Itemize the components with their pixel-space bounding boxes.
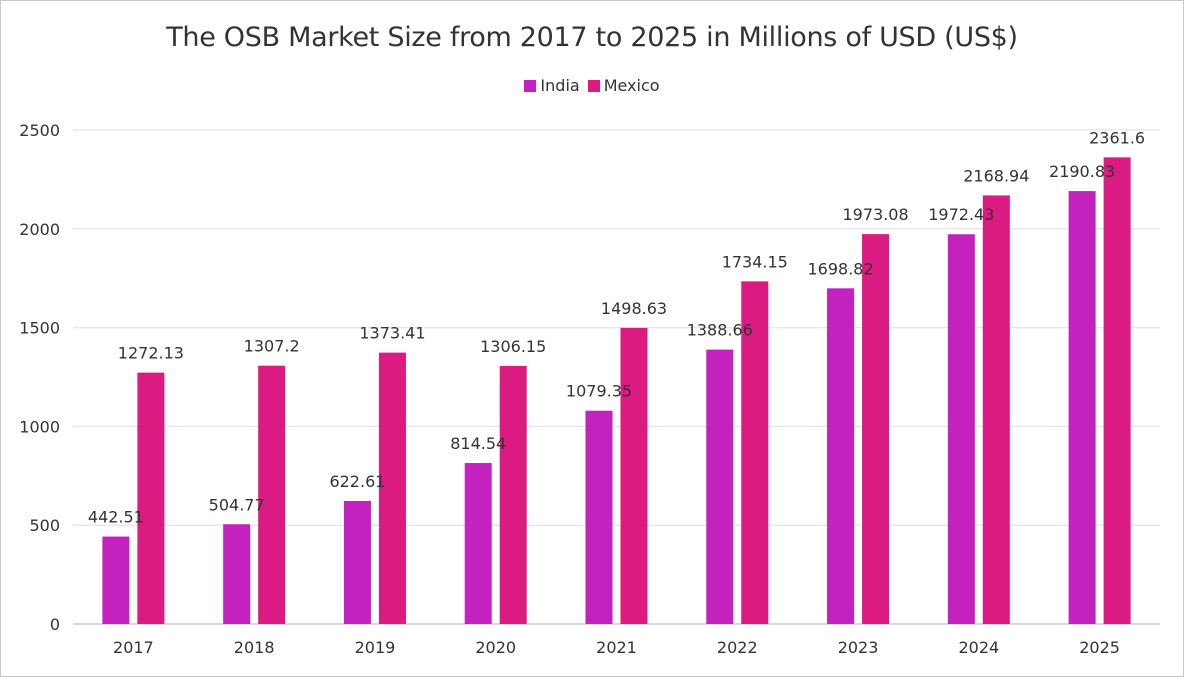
data-label-mexico: 1306.15	[480, 337, 546, 356]
legend-label-mexico: Mexico	[603, 76, 660, 95]
x-tick-label: 2018	[234, 638, 275, 657]
legend-item-mexico[interactable]: Mexico	[587, 76, 660, 95]
data-label-india: 2190.83	[1049, 162, 1115, 181]
bar-india	[464, 463, 492, 624]
x-tick-label: 2023	[838, 638, 879, 657]
bar-india	[1068, 191, 1096, 625]
y-tick-label: 2000	[19, 220, 60, 239]
data-label-mexico: 2361.6	[1089, 128, 1145, 147]
bar-india	[585, 410, 613, 624]
legend-swatch-india	[524, 79, 537, 92]
data-label-india: 504.77	[209, 495, 265, 514]
bar-india	[827, 288, 855, 624]
data-label-india: 622.61	[329, 472, 385, 491]
y-tick-label: 0	[50, 615, 60, 634]
y-tick-label: 2500	[19, 121, 60, 140]
data-label-mexico: 1734.15	[722, 252, 788, 271]
x-tick-label: 2020	[475, 638, 516, 657]
bar-mexico	[741, 281, 769, 624]
legend-item-india[interactable]: India	[524, 76, 580, 95]
bar-mexico	[982, 195, 1010, 624]
bar-mexico	[499, 365, 527, 624]
data-label-mexico: 1307.2	[244, 337, 300, 356]
legend: India Mexico	[0, 76, 1184, 95]
data-label-india: 814.54	[450, 434, 506, 453]
data-label-india: 1079.35	[566, 382, 632, 401]
bar-india	[947, 234, 975, 624]
x-tick-label: 2024	[958, 638, 999, 657]
x-tick-label: 2022	[717, 638, 758, 657]
bar-india	[343, 500, 371, 624]
y-tick-label: 1500	[19, 319, 60, 338]
chart-title: The OSB Market Size from 2017 to 2025 in…	[166, 22, 1018, 53]
y-tick-label: 500	[29, 516, 60, 535]
bar-mexico	[258, 365, 286, 624]
y-tick-label: 1000	[19, 417, 60, 436]
bar-india	[223, 524, 251, 624]
data-label-mexico: 1973.08	[842, 205, 908, 224]
data-label-mexico: 1272.13	[118, 344, 184, 363]
legend-swatch-mexico	[587, 79, 600, 92]
bar-mexico	[137, 372, 165, 624]
data-label-mexico: 1373.41	[359, 324, 425, 343]
bar-mexico	[1103, 157, 1131, 624]
data-label-india: 1972.43	[928, 205, 994, 224]
data-label-india: 442.51	[88, 508, 144, 527]
data-label-india: 1698.82	[807, 259, 873, 278]
bar-mexico	[378, 352, 406, 624]
bar-india	[706, 349, 734, 624]
data-label-india: 1388.66	[687, 321, 753, 340]
data-label-mexico: 1498.63	[601, 299, 667, 318]
data-label-mexico: 2168.94	[963, 166, 1029, 185]
x-tick-label: 2019	[355, 638, 396, 657]
x-tick-label: 2021	[596, 638, 637, 657]
bar-mexico	[862, 234, 890, 624]
x-tick-label: 2017	[113, 638, 154, 657]
x-tick-label: 2025	[1079, 638, 1120, 657]
bar-mexico	[620, 327, 648, 624]
bar-india	[102, 536, 130, 624]
legend-label-india: India	[540, 76, 580, 95]
